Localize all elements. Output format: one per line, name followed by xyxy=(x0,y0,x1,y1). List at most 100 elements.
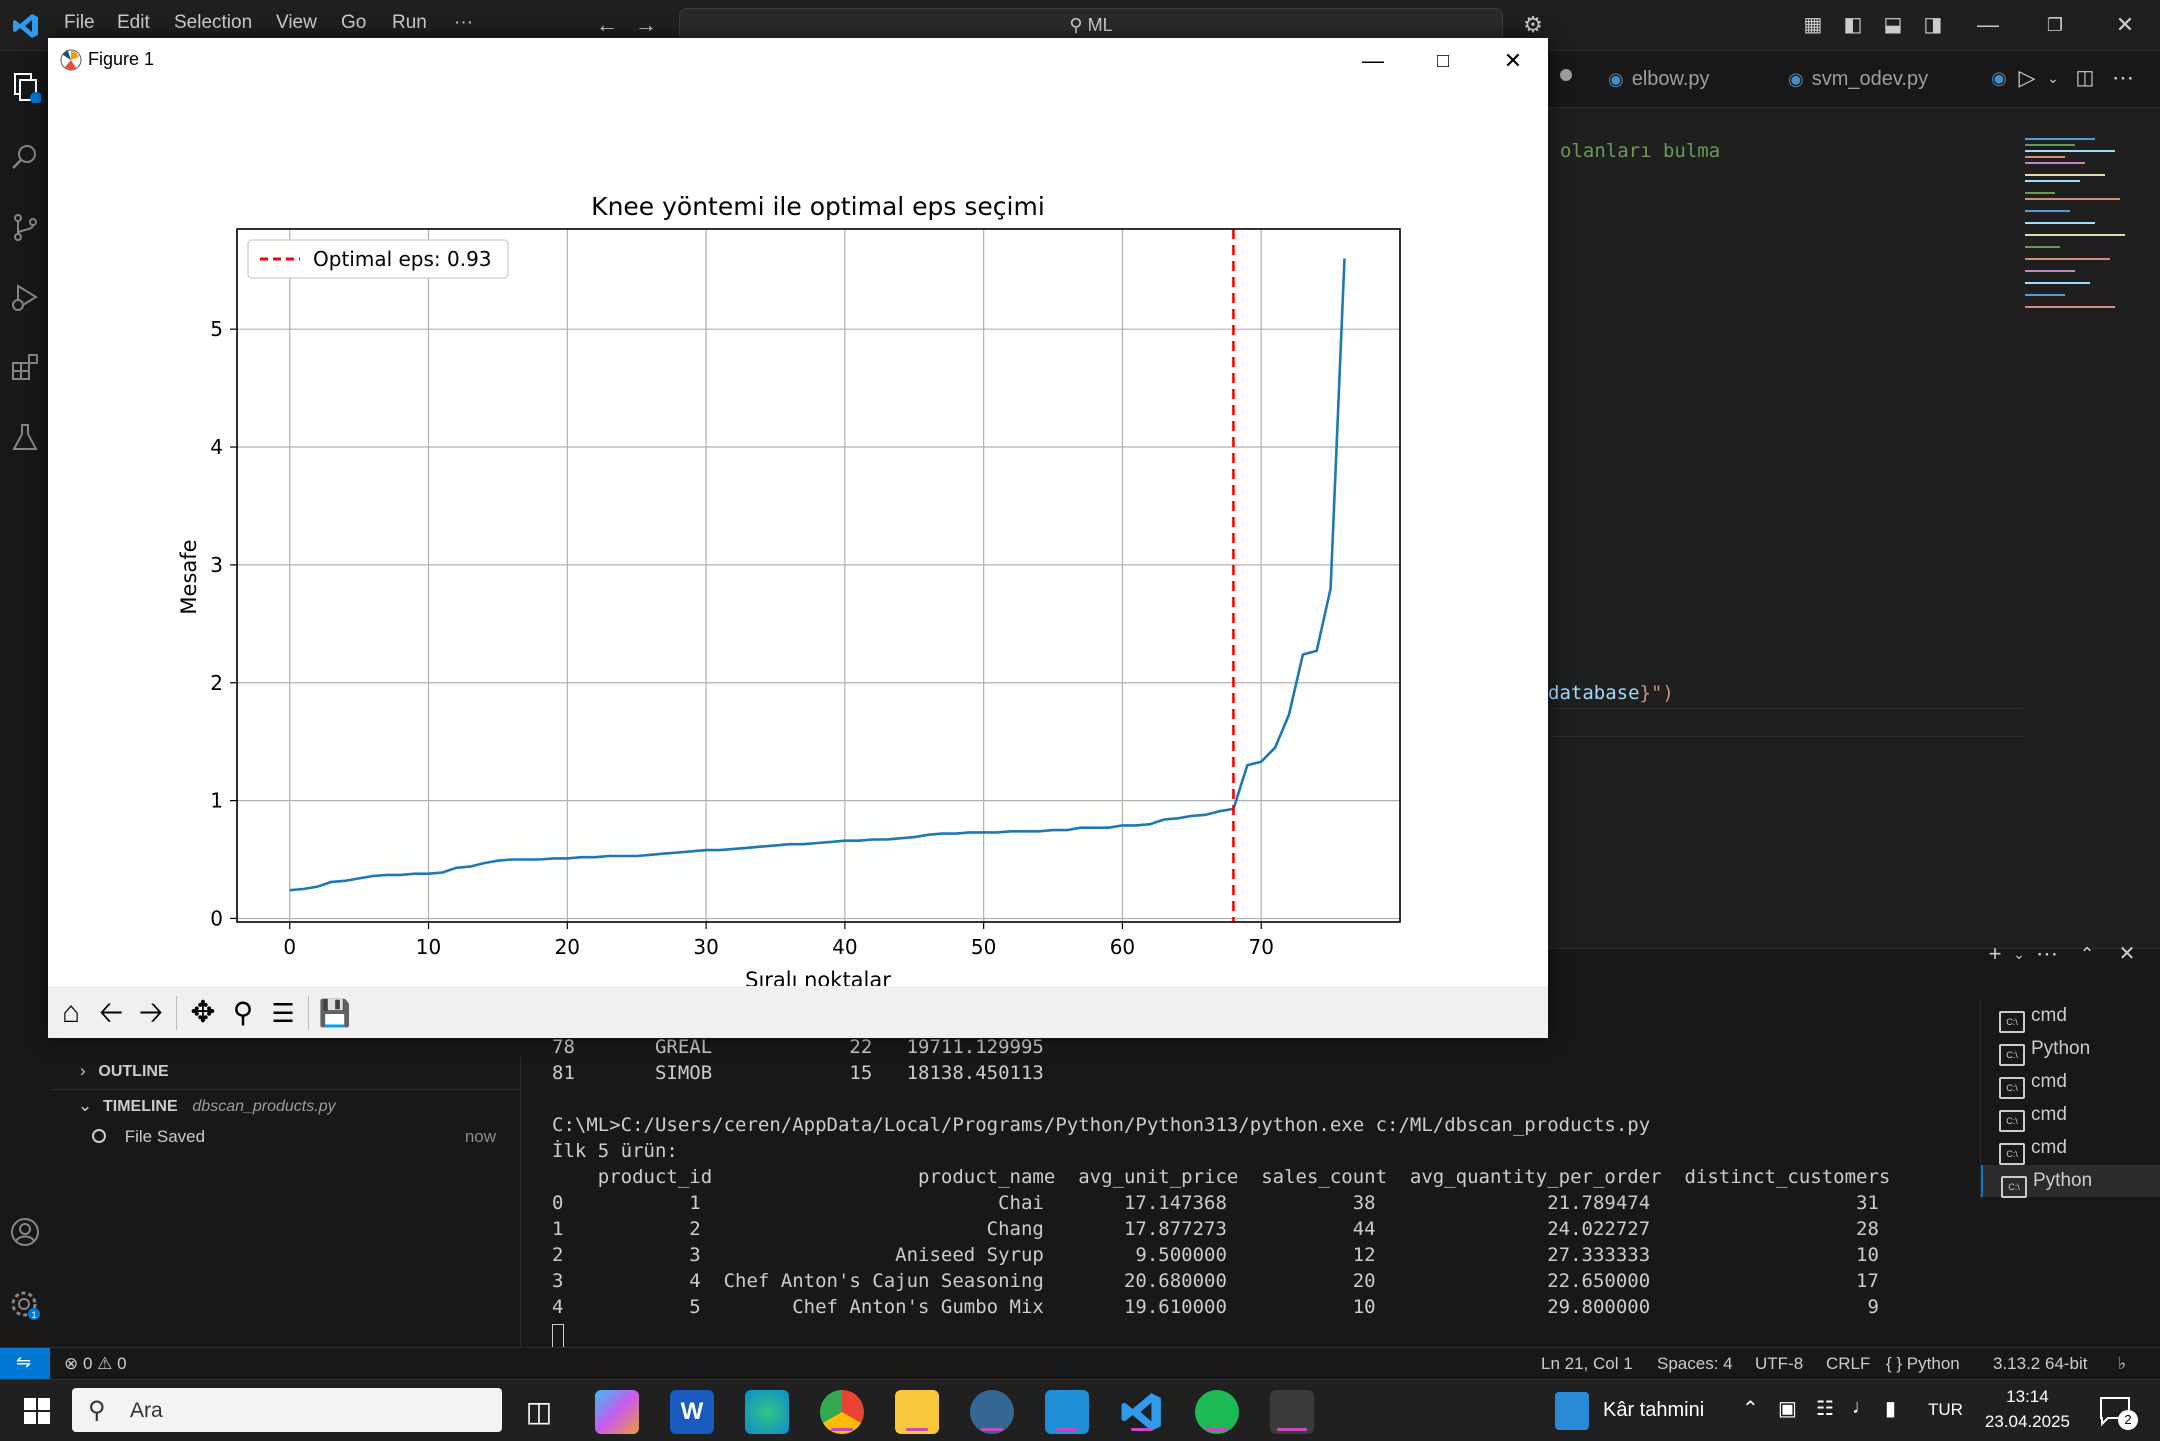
timeline-entry[interactable]: File Saved now xyxy=(50,1121,520,1153)
copilot-icon[interactable]: ⚙ xyxy=(1523,12,1543,37)
circle-icon xyxy=(92,1129,106,1143)
show-hidden-icons-icon[interactable]: ⌃ xyxy=(1742,1398,1759,1420)
close-icon[interactable]: ✕ xyxy=(2115,12,2135,37)
pan-move-icon[interactable]: ✥ xyxy=(190,996,216,1029)
line-ending[interactable]: CRLF xyxy=(1826,1354,1871,1373)
manage-gear-icon[interactable]: 1 xyxy=(9,1289,41,1321)
python-run-icon[interactable]: ◉ xyxy=(1991,68,2007,88)
toggle-sidebar-icon[interactable]: ◧ xyxy=(1843,14,1863,36)
forward-arrow-icon[interactable]: → xyxy=(635,12,657,37)
outline-section[interactable]: › OUTLINE xyxy=(50,1055,520,1087)
tab-elbow[interactable]: ◉ elbow.py xyxy=(1608,51,1710,107)
save-figure-icon[interactable]: 💾 xyxy=(318,998,352,1028)
terminal-dropdown-icon[interactable]: ⌄ xyxy=(2013,946,2025,962)
tab-svm-odev[interactable]: ◉ svm_odev.py xyxy=(1788,51,1928,107)
battery-icon[interactable]: ▮ xyxy=(1885,1398,1897,1420)
close-icon[interactable]: ✕ xyxy=(1503,48,1523,73)
taskbar-search-box[interactable]: ⚲ Ara xyxy=(72,1388,502,1432)
volume-icon[interactable]: ♩ xyxy=(1852,1396,1872,1418)
run-debug-icon[interactable] xyxy=(9,281,41,313)
menu-go[interactable]: Go xyxy=(341,12,367,33)
terminal-line: 3 4 Chef Anton's Cajun Seasoning 20.6800… xyxy=(552,1270,1879,1292)
back-arrow-icon[interactable]: ← xyxy=(596,12,618,37)
menu-view[interactable]: View xyxy=(276,12,317,33)
terminal-session-python[interactable]: C:\ Python xyxy=(1981,1033,2160,1066)
notifications-bell-icon[interactable]: ♭ xyxy=(2118,1354,2127,1373)
explorer-icon[interactable] xyxy=(9,71,42,104)
copilot-app-icon[interactable] xyxy=(595,1390,639,1434)
python-interpreter[interactable]: 3.13.2 64-bit xyxy=(1993,1354,2088,1373)
zoom-icon[interactable]: ⚲ xyxy=(232,997,254,1028)
notification-center-icon[interactable]: 2 xyxy=(2098,1394,2138,1430)
maximize-panel-icon[interactable]: ⌃ xyxy=(2079,944,2095,964)
home-icon[interactable]: ⌂ xyxy=(61,996,81,1029)
terminal-output[interactable]: 78 GREAL 22 19711.129995 81 SIMOB 15 181… xyxy=(520,1030,1980,1348)
clock[interactable]: 13:14 23.04.2025 xyxy=(1985,1384,2070,1434)
minimize-icon[interactable]: — xyxy=(1362,48,1384,73)
menu-selection[interactable]: Selection xyxy=(174,12,253,33)
search-icon[interactable] xyxy=(9,141,41,173)
toggle-panel-icon[interactable]: ⬓ xyxy=(1883,14,1903,36)
remote-indicator[interactable]: ⇋ xyxy=(0,1348,50,1380)
chrome-app-icon[interactable] xyxy=(820,1390,864,1434)
weather-widget-label[interactable]: Kâr tahmini xyxy=(1603,1399,1705,1421)
edge-app-icon[interactable] xyxy=(745,1390,789,1434)
windows-start-icon[interactable] xyxy=(24,1398,50,1424)
terminal-session-cmd[interactable]: C:\ cmd xyxy=(1981,1099,2160,1132)
terminal-session-cmd[interactable]: C:\ cmd xyxy=(1981,1066,2160,1099)
terminal-line: İlk 5 ürün: xyxy=(552,1140,678,1162)
menu-run[interactable]: Run xyxy=(392,12,427,33)
source-control-icon[interactable] xyxy=(9,211,41,243)
task-view-icon[interactable]: ◫ xyxy=(525,1396,553,1427)
terminal-session-cmd[interactable]: C:\ cmd xyxy=(1981,1132,2160,1165)
more-actions-icon[interactable]: ⋯ xyxy=(2112,65,2134,90)
word-app-icon[interactable]: W xyxy=(670,1390,714,1434)
weather-widget-icon[interactable] xyxy=(1555,1392,1589,1430)
terminal-session-cmd[interactable]: C:\ cmd xyxy=(1981,1000,2160,1033)
code-string-end: }") xyxy=(1639,682,1674,704)
cursor-position[interactable]: Ln 21, Col 1 xyxy=(1541,1354,1633,1373)
matplotlib-logo-icon xyxy=(60,49,82,71)
matplotlib-app-icon[interactable] xyxy=(1270,1390,1314,1434)
run-dropdown-icon[interactable]: ⌄ xyxy=(2047,70,2059,86)
terminal-line: 81 SIMOB 15 18138.450113 xyxy=(552,1062,1044,1084)
forward-icon[interactable]: 🡢 xyxy=(138,996,164,1029)
photos-app-icon[interactable] xyxy=(1045,1390,1089,1434)
account-icon[interactable] xyxy=(9,1216,41,1248)
run-file-icon[interactable]: ▷ xyxy=(2018,65,2036,90)
split-editor-icon[interactable]: ◫ xyxy=(2075,67,2095,89)
language-mode[interactable]: { } Python xyxy=(1886,1354,1960,1373)
menu-file[interactable]: File xyxy=(64,12,95,33)
testing-flask-icon[interactable] xyxy=(9,421,41,453)
indentation[interactable]: Spaces: 4 xyxy=(1657,1354,1733,1373)
spotify-app-icon[interactable] xyxy=(1195,1390,1239,1434)
toggle-secondary-sidebar-icon[interactable]: ◨ xyxy=(1923,14,1943,36)
tray-app-icon[interactable]: ▣ xyxy=(1778,1398,1797,1420)
minimize-icon[interactable]: — xyxy=(1977,12,1999,37)
menu-edit[interactable]: Edit xyxy=(117,12,150,33)
chart-legend[interactable]: Optimal eps: 0.93 xyxy=(247,239,509,279)
minimap[interactable] xyxy=(2025,135,2160,315)
panel-more-icon[interactable]: ⋯ xyxy=(2036,941,2058,966)
menu-more[interactable]: ··· xyxy=(454,12,473,33)
wifi-icon[interactable]: ☷ xyxy=(1816,1398,1834,1420)
close-panel-icon[interactable]: ✕ xyxy=(2118,943,2136,965)
vscode-app-icon[interactable] xyxy=(1120,1390,1164,1434)
pgadmin-elephant-icon[interactable] xyxy=(970,1390,1014,1434)
restore-icon[interactable]: ❐ xyxy=(2046,15,2064,35)
maximize-icon[interactable]: □ xyxy=(1436,50,1450,72)
back-icon[interactable]: 🡠 xyxy=(98,996,124,1029)
configure-subplots-icon[interactable]: ☰ xyxy=(271,998,295,1028)
unsaved-dot-icon xyxy=(1560,69,1572,81)
terminal-session-python-active[interactable]: C:\ Python xyxy=(1981,1165,2160,1198)
encoding[interactable]: UTF-8 xyxy=(1755,1354,1804,1373)
file-explorer-icon[interactable] xyxy=(895,1390,939,1434)
input-language[interactable]: TUR xyxy=(1928,1400,1963,1419)
timeline-section[interactable]: ⌄ TIMELINE dbscan_products.py xyxy=(50,1089,520,1122)
new-terminal-plus-icon[interactable]: + xyxy=(1988,941,2002,966)
extensions-icon[interactable] xyxy=(9,351,41,383)
layout-customize-icon[interactable]: ▦ xyxy=(1803,14,1823,36)
knee-chart[interactable]: Knee yöntemi ile optimal eps seçimi Sıra… xyxy=(48,84,1548,986)
distance-curve-line xyxy=(289,258,1346,892)
problems-indicator[interactable]: ⊗ 0 ⚠ 0 xyxy=(64,1354,127,1373)
